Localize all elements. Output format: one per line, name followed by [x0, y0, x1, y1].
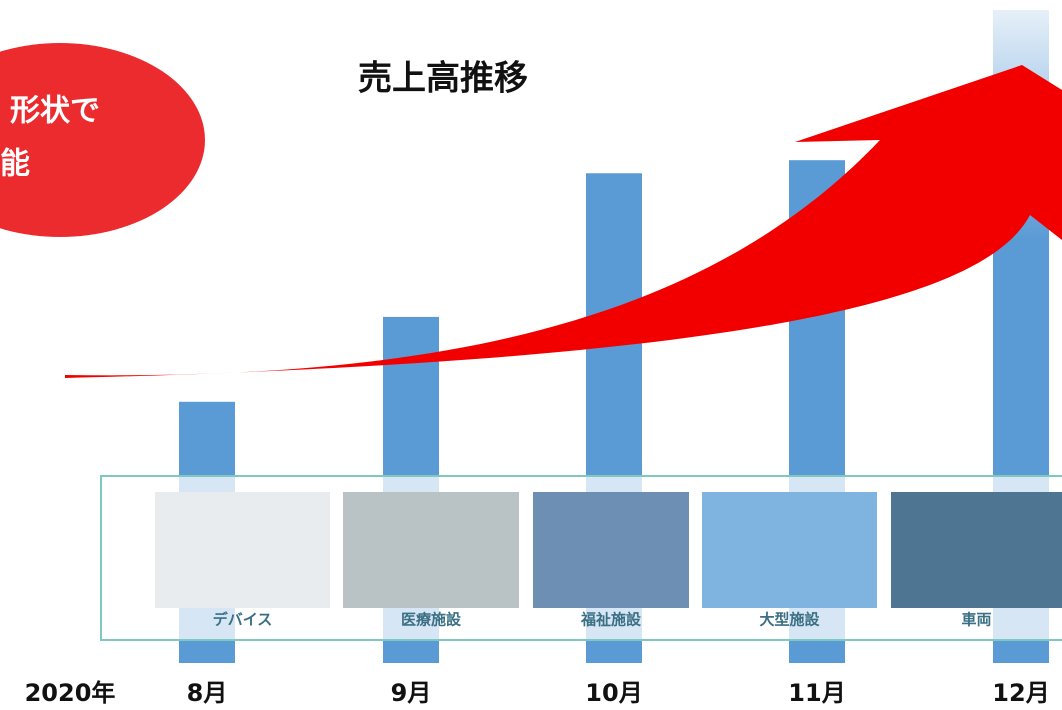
photo: [891, 492, 1062, 608]
photo-caption: デバイス: [213, 611, 273, 629]
x-tick-label: 8月: [187, 679, 228, 707]
x-tick-label: 12月: [992, 679, 1049, 707]
photos: デバイス 医療施設 福祉施設 大型施設 車両: [155, 492, 1062, 629]
x-tick-label: 11月: [788, 679, 845, 707]
photo-caption: 医療施設: [401, 611, 462, 629]
badge-text: 形状で: [10, 94, 100, 129]
x-tick-label: 10月: [585, 679, 642, 707]
badge-text: 能: [0, 147, 30, 182]
photo-caption: 大型施設: [759, 611, 820, 629]
chart-title: 売上高推移: [358, 59, 528, 99]
photo-caption: 福祉施設: [580, 611, 642, 629]
x-tick-label: 9月: [391, 679, 432, 707]
photo: [533, 492, 689, 608]
year-label: 2020年: [25, 679, 116, 707]
trend-arrow: [65, 65, 1062, 378]
badge: [0, 43, 205, 237]
photo: [702, 492, 877, 608]
photo: [343, 492, 519, 608]
photo-caption: 車両: [961, 611, 991, 629]
photo: [155, 492, 330, 608]
